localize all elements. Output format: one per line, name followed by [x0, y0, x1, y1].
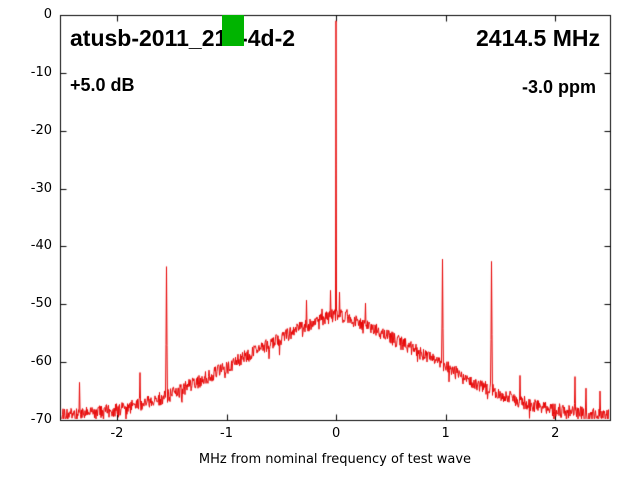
pass-marker — [222, 15, 245, 46]
